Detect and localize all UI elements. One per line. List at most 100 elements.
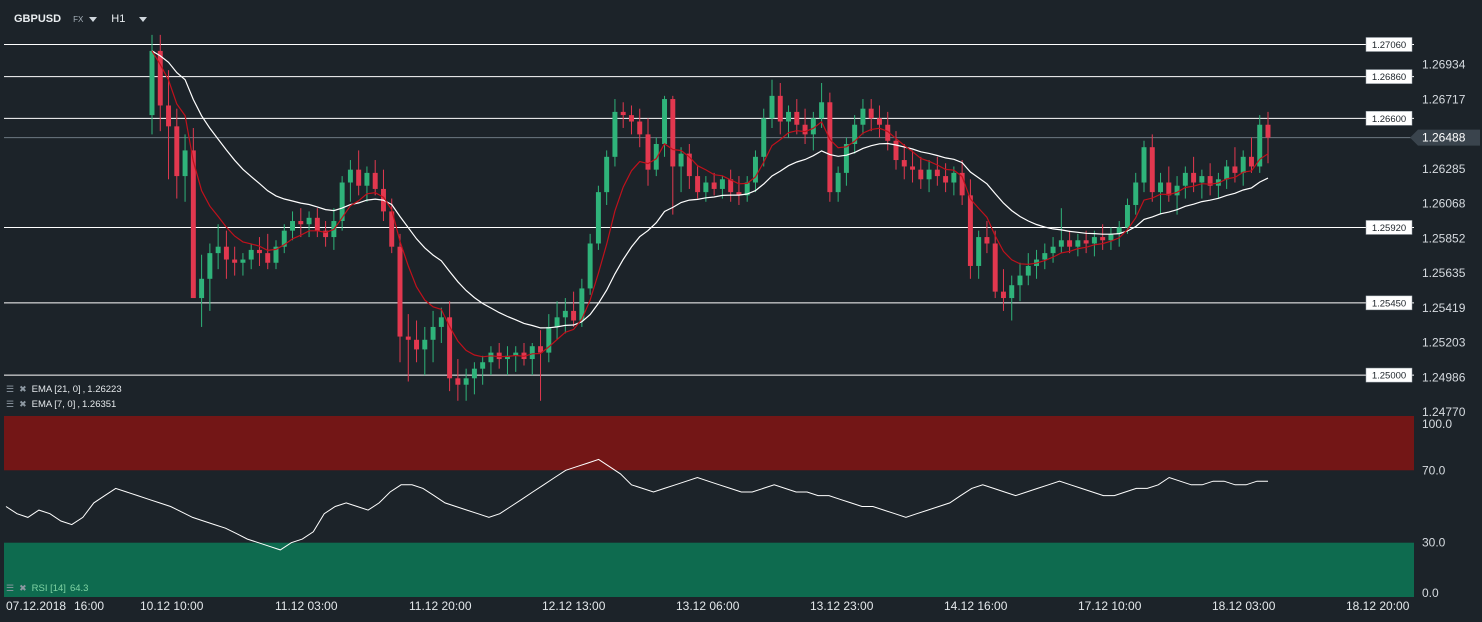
candle-body [868, 108, 874, 119]
oversold-zone [4, 542, 1414, 597]
candle-body [1158, 182, 1164, 193]
candle [1009, 275, 1015, 321]
candle [1108, 227, 1114, 250]
indicator-settings-icon[interactable]: ☰ [6, 399, 15, 409]
symbol-name[interactable]: GBPUSD [14, 13, 62, 25]
candle [414, 320, 420, 363]
candle-body [695, 176, 701, 193]
candle [1248, 137, 1254, 173]
candle-body [1083, 240, 1089, 244]
candle [554, 301, 560, 340]
time-axis: 07.12.2018 16:00 10.12 10:00 11.12 03:00 11.… [6, 599, 1410, 613]
candle-body [587, 243, 593, 289]
level-tag [1365, 220, 1413, 235]
indicator-remove-icon[interactable]: ✖ [19, 384, 27, 394]
candle-body [1199, 176, 1205, 183]
candle-body [199, 278, 205, 299]
rsi-tick-label: 0.0 [1422, 586, 1439, 600]
candle [1017, 262, 1023, 302]
level-tag [1365, 367, 1413, 383]
candle-body [827, 102, 833, 193]
candle [686, 143, 692, 189]
candle-body [389, 211, 395, 247]
candle [984, 221, 990, 254]
candle [364, 166, 370, 202]
candle [843, 137, 849, 186]
candle [1025, 253, 1031, 286]
timeframe-dropdown-icon[interactable] [139, 16, 148, 22]
candle-body [876, 118, 882, 125]
candle-body [1000, 291, 1006, 299]
candle [910, 150, 916, 183]
candle [860, 99, 866, 135]
candle-body [430, 326, 436, 340]
candle [835, 166, 841, 202]
market-type: FX [73, 14, 84, 24]
candle [298, 208, 304, 238]
indicator-remove-icon[interactable]: ✖ [19, 583, 27, 593]
candle [645, 118, 651, 186]
candle-body [786, 111, 792, 122]
current-price-tag-bg [1410, 129, 1480, 146]
time-tick-label: 13.12 23:00 [810, 599, 874, 613]
rsi-tick-label: 70.0 [1422, 463, 1446, 477]
candle-body [405, 336, 411, 340]
candle [604, 150, 610, 205]
price-tick-label: 1.25635 [1422, 266, 1466, 280]
candle [182, 134, 188, 202]
candle-body [703, 182, 709, 193]
candle-body [934, 169, 940, 177]
candle-body [174, 126, 180, 177]
rsi-tick-label: 100.0 [1422, 417, 1452, 431]
candle-body [620, 111, 626, 116]
candle [1182, 166, 1188, 199]
candle [372, 160, 378, 196]
candle-body [273, 246, 279, 263]
rsi-axis: 100.0 70.0 30.0 0.0 [1422, 417, 1452, 600]
price-tick-label: 1.24986 [1422, 370, 1466, 384]
candle-body [967, 195, 973, 266]
candle-body [1257, 124, 1263, 167]
time-tick-label: 12.12 13:00 [542, 599, 606, 613]
candle [918, 156, 924, 189]
indicator-settings-icon[interactable]: ☰ [6, 583, 15, 593]
candle [587, 233, 593, 295]
level-tag [1365, 37, 1413, 52]
candle [951, 166, 957, 196]
price-tick-label: 1.24770 [1422, 405, 1466, 419]
candle [1257, 115, 1263, 173]
candle [265, 233, 271, 270]
candle-body [232, 259, 238, 263]
candle-body [571, 310, 577, 321]
candle [422, 326, 428, 376]
candle-body [885, 124, 891, 141]
candle [546, 314, 552, 363]
candle-body [1058, 240, 1064, 247]
candle [339, 176, 345, 231]
candle-body [240, 259, 246, 263]
candle-body [1124, 204, 1130, 228]
candle [347, 160, 353, 202]
candle-body [265, 253, 271, 263]
indicator-remove-icon[interactable]: ✖ [19, 399, 27, 409]
candle-body [1166, 182, 1172, 196]
candle-body [546, 326, 552, 353]
candle [455, 359, 461, 401]
candle-body [1174, 185, 1180, 196]
price-tick-label: 1.26717 [1422, 93, 1466, 107]
candle [868, 99, 874, 132]
timeframe-selector[interactable]: H1 [111, 13, 126, 25]
ema7-line [151, 50, 1269, 358]
indicator-settings-icon[interactable]: ☰ [6, 384, 15, 394]
candle-body [645, 134, 651, 170]
candle-body [1050, 246, 1056, 254]
symbol-dropdown-icon[interactable] [89, 16, 98, 22]
candle [1207, 163, 1213, 196]
candle-body [207, 253, 213, 279]
candle-body [314, 217, 320, 231]
candle [1058, 208, 1064, 254]
indicator-value: 64.3 [69, 583, 89, 594]
candle-body [984, 237, 990, 244]
level-tag [1365, 69, 1413, 84]
